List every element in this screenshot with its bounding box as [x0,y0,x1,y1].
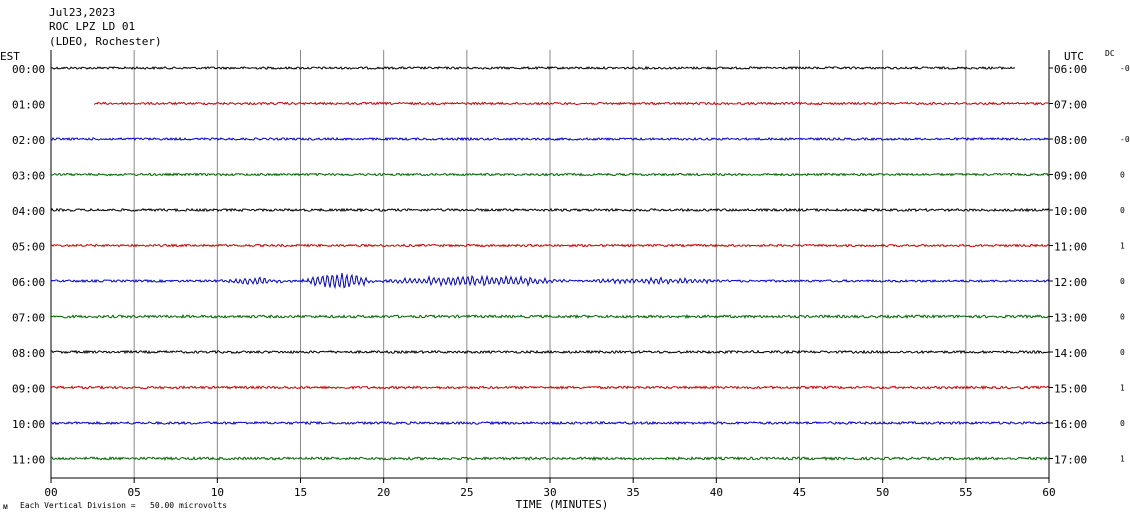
est-label-0000: 00:00 [12,63,45,76]
date-label: Jul23,2023 [49,6,115,19]
trace-0900 [50,385,1050,390]
x-tick-label-05: 05 [128,486,141,499]
est-label-0500: 05:00 [12,241,45,254]
trace-1100 [50,455,1050,462]
est-label-0200: 02:00 [12,134,45,147]
seismogram-traces [50,65,1050,462]
dc-value-0200: -0 [1120,135,1130,144]
utc-label-1700: 17:00 [1054,454,1087,467]
est-label-1100: 11:00 [12,454,45,467]
x-tick-label-60: 60 [1042,486,1055,499]
utc-label-0900: 09:00 [1054,170,1087,183]
x-tick-label-25: 25 [460,486,473,499]
station-label: ROC LPZ LD 01 [49,20,135,33]
est-label-0100: 01:00 [12,99,45,112]
trace-0200 [50,136,1050,142]
x-tick-label-55: 55 [959,486,972,499]
scale-note: Each Vertical Division = 50.00 microvolt… [20,501,227,510]
dc-value-0400: 0 [1120,206,1125,215]
x-tick-label-15: 15 [294,486,307,499]
x-tick-label-40: 40 [710,486,723,499]
utc-label-1000: 10:00 [1054,205,1087,218]
vertical-gridlines [133,50,967,478]
dc-value-1000: 0 [1120,419,1125,428]
utc-label-1400: 14:00 [1054,347,1087,360]
dc-value-0300: 0 [1120,171,1125,180]
utc-axis-title: UTC [1064,50,1084,63]
row-labels: 00:00 06:00 -0 01:00 07:00 02:00 08:00 -0 03:00 0… [12,63,1130,467]
utc-label-0700: 07:00 [1054,99,1087,112]
x-tick-label-30: 30 [543,486,556,499]
x-tick-label-00: 00 [44,486,57,499]
trace-0000 [50,65,1016,71]
dc-value-0700: 0 [1120,313,1125,322]
x-tick-label-45: 45 [793,486,806,499]
est-axis-title: EST [0,50,20,63]
est-label-0400: 04:00 [12,205,45,218]
trace-0500 [50,243,1050,248]
dc-value-1100: 1 [1120,455,1125,464]
utc-label-0800: 08:00 [1054,134,1087,147]
est-label-0800: 08:00 [12,347,45,360]
dc-value-0500: 1 [1120,242,1125,251]
trace-0600 [50,272,1050,290]
trace-0300 [50,172,1050,177]
est-label-0600: 06:00 [12,276,45,289]
trace-0400 [50,207,1050,213]
dc-value-0000: -0 [1120,64,1130,73]
utc-label-1600: 16:00 [1054,418,1087,431]
utc-label-1500: 15:00 [1054,383,1087,396]
utc-label-0600: 06:00 [1054,63,1087,76]
utc-label-1200: 12:00 [1054,276,1087,289]
dc-value-0800: 0 [1120,348,1125,357]
x-tick-label-50: 50 [876,486,889,499]
dc-value-0600: 0 [1120,277,1125,286]
x-tick-label-35: 35 [627,486,640,499]
trace-0800 [50,349,1050,355]
est-label-0300: 03:00 [12,170,45,183]
utc-label-1300: 13:00 [1054,312,1087,325]
est-label-1000: 10:00 [12,418,45,431]
network-label: (LDEO, Rochester) [49,35,162,48]
trace-0700 [50,313,1050,320]
x-tick-label-10: 10 [211,486,224,499]
dc-axis-title: DC [1105,49,1115,58]
utc-label-1100: 11:00 [1054,241,1087,254]
x-axis-ticks: 00 05 10 15 20 25 30 35 40 45 50 55 60 [44,478,1056,499]
trace-1000 [50,420,1050,426]
x-axis-title: TIME (MINUTES) [516,498,609,511]
trace-0100 [93,101,1049,106]
scale-mark: ᴍ [3,502,8,511]
est-label-0700: 07:00 [12,312,45,325]
dc-value-0900: 1 [1120,384,1125,393]
est-label-0900: 09:00 [12,383,45,396]
x-tick-label-20: 20 [377,486,390,499]
